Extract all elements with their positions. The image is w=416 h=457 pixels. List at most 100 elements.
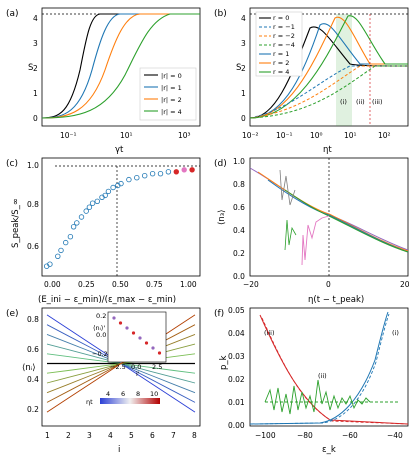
e-inset-ytick-2: −0.2: [92, 350, 108, 358]
b-xtick-4: 10²: [378, 131, 391, 140]
panel-d-xlabel: η(t − t_peak): [308, 295, 364, 305]
scatter-point: [67, 233, 74, 240]
e-ytick-0: 0.2: [27, 405, 39, 414]
panel-b-frame: [249, 7, 409, 127]
colorbar-label: ηt: [86, 398, 93, 406]
panel-b-ylabel: S: [236, 63, 241, 73]
d-ytick-5: 1.0: [233, 157, 245, 166]
b-xtick-0: 10⁻²: [242, 131, 259, 140]
c-xtick-3: 0.75: [146, 280, 163, 289]
panel-c: (c) S_peak/S_∞ (E_ini − ε_min)/(ε_max − …: [6, 157, 201, 305]
f-xtick-2: −60: [342, 431, 358, 440]
inset-point: [125, 326, 129, 330]
panel-c-scatter: [44, 167, 195, 269]
scatter-point: [149, 170, 156, 177]
scatter-point: [165, 169, 172, 175]
b-annot-0: (i): [340, 98, 347, 106]
d-ytick-4: 0.8: [233, 180, 245, 189]
e-ytick-2: 0.6: [27, 345, 39, 354]
scatter-point: [94, 198, 100, 204]
e-xtick-3: 4: [108, 431, 113, 440]
cbar-tick-2: 8: [136, 390, 140, 398]
b-annot-2: (iii): [372, 98, 383, 106]
panel-c-ylabel: S_peak/S_∞: [11, 198, 21, 248]
e-inset-ytick-0: 0.2: [96, 312, 106, 320]
density-line: [46, 314, 196, 413]
f-xtick-1: −80: [297, 431, 313, 440]
a-xtick-2: 10³: [178, 131, 191, 140]
panel-c-frame: [41, 157, 201, 277]
b-ytick-4: 4: [241, 14, 246, 23]
c-ytick-0: 0.6: [27, 242, 39, 251]
c-xtick-4: 1.00: [180, 280, 197, 289]
panel-f-ylabel: p_k: [219, 355, 229, 370]
d-ytick-1: 0.2: [233, 249, 245, 258]
scatter-point: [58, 247, 64, 254]
c-xtick-1: 0.25: [78, 280, 95, 289]
b-annot-1: (ii): [356, 98, 365, 106]
e-xtick-1: 2: [66, 431, 71, 440]
b-legend-4: r = 1: [273, 50, 289, 58]
panel-e-frame: [41, 307, 201, 427]
panel-e-ylabel: ⟨nᵢ⟩: [22, 363, 36, 373]
a-ytick-1: 1: [33, 89, 38, 98]
scatter-point: [173, 169, 179, 175]
e-inset-xlabel: i': [136, 370, 140, 378]
a-ytick-0: 0: [33, 114, 38, 123]
f-annot-2: (i): [392, 329, 399, 337]
panel-f: (f) (iii) (ii) (i) p_k ε_k 0.00 0.01 0.0…: [214, 306, 409, 455]
panel-a-label: (a): [6, 9, 19, 19]
f-ytick-2: 0.02: [228, 375, 245, 384]
inset-point: [118, 321, 123, 325]
scatter-point: [110, 184, 116, 191]
a-ytick-3: 3: [33, 39, 38, 48]
c-ytick-1: 0.8: [27, 200, 39, 209]
f-ytick-3: 0.03: [228, 352, 245, 361]
c-ytick-2: 1.0: [27, 161, 39, 170]
f-xtick-3: −40: [387, 431, 403, 440]
b-legend-1: r = −1: [273, 23, 295, 31]
panel-a-frame: [41, 7, 201, 127]
e-xtick-0: 1: [45, 431, 50, 440]
panel-d: (d) ⟨n₃⟩ η(t − t_peak) 0.0 0.2 0.4 0.6 0…: [214, 157, 410, 305]
b-ytick-3: 3: [241, 39, 246, 48]
a-xtick-0: 10⁻¹: [60, 131, 77, 140]
e-inset-xtick-0: −2.5: [110, 363, 126, 371]
panel-b: (b) (i) (ii) (iii) S ηt 0 1 2 3 4 10⁻² 1…: [214, 7, 409, 155]
panel-f-xlabel: ε_k: [322, 445, 336, 455]
panel-f-frame: [249, 307, 409, 427]
f-annot-1: (ii): [318, 372, 327, 380]
e-xtick-4: 5: [129, 431, 134, 440]
scatter-point: [70, 224, 77, 230]
a-legend-3: |r| = 4: [161, 108, 182, 116]
scatter-point: [157, 170, 164, 177]
scatter-point: [83, 208, 89, 214]
d-ytick-3: 0.6: [233, 203, 245, 212]
panel-e-label: (e): [6, 309, 19, 319]
scatter-point: [189, 167, 195, 173]
e-inset-xtick-2: 2.5: [152, 363, 162, 371]
f-ytick-1: 0.01: [228, 398, 245, 407]
panel-e-inset: [107, 311, 167, 363]
a-xtick-1: 10¹: [120, 131, 133, 140]
b-ytick-2: 2: [241, 64, 246, 73]
a-ytick-2: 2: [33, 64, 38, 73]
panel-c-xlabel: (E_ini − ε_min)/(ε_max − ε_min): [38, 295, 176, 305]
b-xtick-1: 10⁻¹: [276, 131, 293, 140]
scatter-point: [89, 200, 96, 206]
b-ytick-0: 0: [241, 114, 246, 123]
b-legend-6: r = 4: [273, 68, 289, 76]
scatter-point: [141, 172, 148, 179]
scatter-point: [62, 239, 69, 246]
panel-b-legend: [255, 11, 303, 77]
b-ytick-1: 1: [241, 89, 246, 98]
a-legend-0: |r| = 0: [161, 72, 182, 80]
panel-b-xlabel: ηt: [323, 145, 332, 155]
e-ytick-3: 0.8: [27, 315, 39, 324]
scatter-point: [55, 253, 61, 259]
d-ytick-0: 0.0: [233, 272, 245, 281]
e-xtick-7: 8: [192, 431, 197, 440]
scatter-point: [47, 261, 53, 267]
f-annot-0: (iii): [264, 329, 275, 337]
e-xtick-2: 3: [87, 431, 92, 440]
